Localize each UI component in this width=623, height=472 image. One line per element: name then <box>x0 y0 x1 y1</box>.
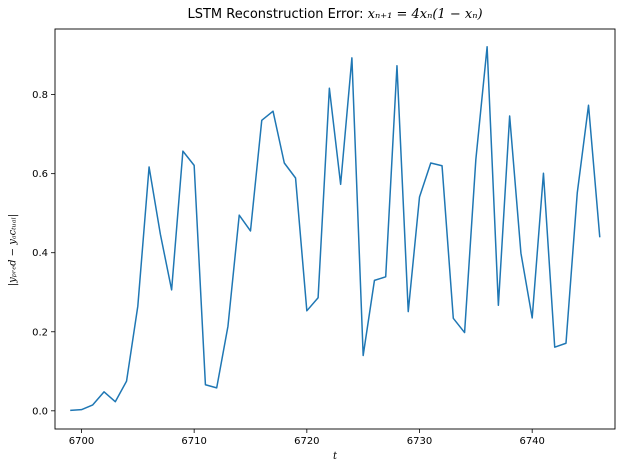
series-line <box>70 46 601 412</box>
data-point <box>160 234 161 235</box>
data-point <box>205 384 206 385</box>
x-axis-label: t <box>332 451 338 462</box>
data-point <box>261 120 262 121</box>
data-point <box>498 305 499 306</box>
data-point <box>408 311 409 312</box>
y-tick-label: 0.8 <box>32 90 48 101</box>
data-point <box>464 332 465 333</box>
data-point <box>216 387 217 388</box>
data-point <box>599 237 600 238</box>
x-tick-label: 6710 <box>181 436 206 447</box>
data-point <box>329 88 330 89</box>
data-point <box>419 196 420 197</box>
data-point <box>284 162 285 163</box>
data-point <box>453 318 454 319</box>
data-point <box>363 355 364 356</box>
data-point <box>115 401 116 402</box>
axes-frame <box>54 28 616 430</box>
data-point <box>272 111 273 112</box>
data-point <box>396 65 397 66</box>
data-point <box>295 177 296 178</box>
y-tick-label: 0.0 <box>32 406 48 417</box>
data-point <box>340 184 341 185</box>
data-point <box>194 165 195 166</box>
data-point <box>250 230 251 231</box>
data-point <box>103 391 104 392</box>
data-point <box>239 215 240 216</box>
data-point <box>487 46 488 47</box>
y-axis-label: |yₚᵣₑd − yₐcₜᵤₐₗ| <box>7 213 19 287</box>
data-point <box>351 57 352 58</box>
data-point <box>385 276 386 277</box>
data-point <box>227 326 228 327</box>
data-point <box>306 310 307 311</box>
data-point <box>520 253 521 254</box>
data-point <box>317 297 318 298</box>
y-tick-label: 0.2 <box>32 327 48 338</box>
y-tick-label: 0.4 <box>32 248 48 259</box>
data-point <box>532 317 533 318</box>
data-point <box>554 347 555 348</box>
data-point <box>577 192 578 193</box>
data-point <box>441 165 442 166</box>
data-point <box>543 173 544 174</box>
data-point <box>92 404 93 405</box>
x-tick-label: 6720 <box>294 436 319 447</box>
x-tick-label: 6740 <box>519 436 544 447</box>
x-tick-label: 6700 <box>69 436 94 447</box>
x-tick-label: 6730 <box>407 436 432 447</box>
data-point <box>374 280 375 281</box>
data-point <box>148 166 149 167</box>
data-point <box>475 159 476 160</box>
data-point <box>430 162 431 163</box>
data-point <box>509 115 510 116</box>
data-point <box>565 343 566 344</box>
data-point <box>70 410 71 411</box>
data-point <box>182 151 183 152</box>
chart-title: LSTM Reconstruction Error: xₙ₊₁ = 4xₙ(1 … <box>187 7 483 22</box>
y-tick-label: 0.6 <box>32 169 48 180</box>
data-point <box>81 409 82 410</box>
data-point <box>126 381 127 382</box>
data-point <box>137 305 138 306</box>
data-point <box>588 105 589 106</box>
data-point <box>171 289 172 290</box>
